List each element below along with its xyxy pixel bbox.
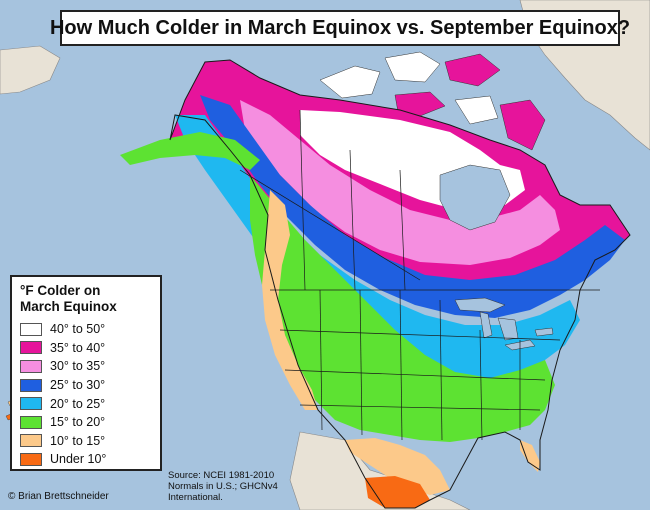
russia-land — [0, 45, 61, 95]
band-under-10 — [365, 476, 430, 508]
legend-swatch — [20, 359, 42, 373]
continent-outline — [169, 59, 631, 509]
legend: °F Colder on March Equinox 40° to 50° 35… — [10, 275, 162, 471]
legend-item-30-35: 30° to 35° — [20, 357, 152, 376]
legend-item-40-50: 40° to 50° — [20, 320, 152, 339]
legend-label: 30° to 35° — [50, 359, 106, 374]
legend-title-line-1: °F Colder on — [20, 283, 101, 298]
author-credit: © Brian Brettschneider — [8, 491, 109, 502]
legend-label: 15° to 20° — [50, 415, 106, 430]
great-lakes — [454, 297, 554, 351]
source-line-2: Normals in U.S.; GHCNv4 — [168, 481, 278, 492]
legend-item-20-25: 20° to 25° — [20, 394, 152, 413]
band-15-20 — [250, 175, 555, 442]
legend-swatch — [20, 397, 42, 411]
legend-swatch — [20, 378, 42, 392]
map-title: How Much Colder in March Equinox vs. Sep… — [49, 16, 631, 39]
legend-title: °F Colder on March Equinox — [20, 283, 152, 315]
legend-label: 40° to 50° — [50, 322, 106, 337]
hudson-bay — [439, 164, 511, 231]
political-borders — [239, 109, 600, 441]
legend-swatch — [20, 322, 42, 336]
legend-title-line-2: March Equinox — [20, 299, 117, 314]
legend-label: 35° to 40° — [50, 340, 106, 355]
title-box: How Much Colder in March Equinox vs. Sep… — [50, 10, 630, 46]
band-10-15-west — [262, 190, 318, 410]
band-10-15-south — [345, 438, 450, 495]
legend-item-25-30: 25° to 30° — [20, 376, 152, 395]
legend-item-35-40: 35° to 40° — [20, 339, 152, 358]
source-line-1: Source: NCEI 1981-2010 — [168, 470, 275, 481]
legend-swatch — [20, 434, 42, 448]
arctic-islands — [319, 51, 546, 151]
legend-item-10-15: 10° to 15° — [20, 432, 152, 451]
legend-item-15-20: 15° to 20° — [20, 413, 152, 432]
legend-swatch — [20, 341, 42, 355]
source-note: Source: NCEI 1981-2010 Normals in U.S.; … — [168, 470, 278, 503]
source-line-3: International. — [168, 492, 223, 503]
legend-item-under-10: Under 10° — [20, 450, 152, 469]
band-10-15-florida — [520, 440, 540, 472]
legend-label: Under 10° — [50, 452, 107, 467]
legend-label: 20° to 25° — [50, 396, 106, 411]
legend-swatch — [20, 452, 42, 466]
alaska-coast — [120, 132, 260, 170]
legend-label: 10° to 15° — [50, 433, 106, 448]
legend-label: 25° to 30° — [50, 378, 106, 393]
legend-swatch — [20, 415, 42, 429]
